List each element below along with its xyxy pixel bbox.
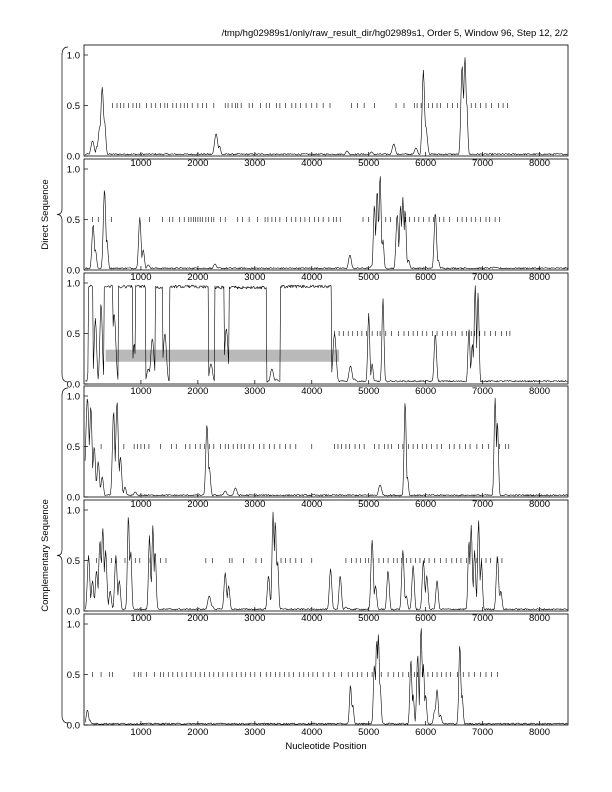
- panel-frame: [83, 385, 569, 498]
- y-tick-label: 0.5: [67, 442, 80, 453]
- x-tick-label: 2000: [187, 499, 208, 510]
- x-tick-label: 1000: [130, 158, 151, 169]
- x-tick-label: 6000: [415, 499, 436, 510]
- x-tick-label: 5000: [358, 727, 379, 738]
- x-tick-label: 1000: [130, 613, 151, 624]
- x-tick-label: 2000: [187, 727, 208, 738]
- coding-trace-1: [84, 628, 568, 725]
- coding-trace-1: [85, 284, 568, 383]
- x-tick-label: 2000: [187, 158, 208, 169]
- x-tick-label: 8000: [529, 499, 550, 510]
- y-tick-label: 0.0: [67, 152, 80, 163]
- x-tick-label: 7000: [472, 727, 493, 738]
- panel-4: 0.0 0.5 1.0 1000 2000 3000 4000 5000 6000 7000 800…: [67, 385, 569, 510]
- coding-trace-1: [84, 176, 568, 270]
- x-tick-label: 6000: [415, 272, 436, 283]
- x-tick-label: 6000: [415, 727, 436, 738]
- figure-title: /tmp/hg02989s1/only/raw_result_dir/hg029…: [222, 28, 568, 39]
- y-tick-label: 0.5: [67, 215, 80, 226]
- panel-frame: [83, 613, 569, 726]
- y-tick-label: 1.0: [67, 506, 80, 517]
- y-tick-label: 1.0: [67, 392, 80, 403]
- x-tick-label: 3000: [244, 386, 265, 397]
- x-tick-label: 6000: [415, 386, 436, 397]
- highlighted-region: [105, 349, 340, 362]
- x-tick-label: 8000: [529, 272, 550, 283]
- x-tick-label: 1000: [130, 499, 151, 510]
- group-label: Complementary Sequence: [40, 499, 51, 611]
- x-tick-label: 5000: [358, 499, 379, 510]
- x-tick-label: 1000: [130, 727, 151, 738]
- coding-trace-1: [84, 511, 568, 611]
- panel-6: 0.0 0.5 1.0 1000 2000 3000 4000 5000 6000 7000 800…: [67, 613, 569, 738]
- panel-frame: [83, 44, 569, 157]
- x-tick-label: 5000: [358, 158, 379, 169]
- x-tick-label: 2000: [187, 613, 208, 624]
- x-tick-label: 2000: [187, 386, 208, 397]
- x-tick-label: 3000: [244, 613, 265, 624]
- sequence-group-labels: Direct Sequence Complementary Sequence: [40, 46, 69, 724]
- panel-2: 0.0 0.5 1.0 1000 2000 3000 4000 5000 6000 7000 800…: [67, 158, 569, 283]
- y-tick-label: 0.5: [67, 670, 80, 681]
- y-tick-label: 0.0: [67, 493, 80, 504]
- x-tick-label: 7000: [472, 386, 493, 397]
- panel-5: 0.0 0.5 1.0 1000 2000 3000 4000 5000 6000 7000 800…: [67, 499, 569, 624]
- x-tick-label: 8000: [529, 158, 550, 169]
- group-brace: [56, 46, 69, 383]
- y-tick-label: 0.0: [67, 380, 80, 391]
- panel-frame: [83, 158, 569, 271]
- x-tick-label: 6000: [415, 158, 436, 169]
- y-tick-label: 0.5: [67, 329, 80, 340]
- y-tick-label: 1.0: [67, 51, 80, 62]
- panel-1: 0.0 0.5 1.0 1000 2000 3000 4000 5000 6000 7000 800…: [67, 44, 569, 169]
- x-tick-label: 3000: [244, 727, 265, 738]
- x-tick-label: 3000: [244, 272, 265, 283]
- x-tick-label: 4000: [301, 613, 322, 624]
- plot-panels: 0.0 0.5 1.0 1000 2000 3000 4000 5000 6000 7000 800…: [67, 44, 569, 738]
- x-tick-label: 4000: [301, 499, 322, 510]
- y-tick-label: 1.0: [67, 165, 80, 176]
- x-tick-label: 3000: [244, 158, 265, 169]
- panel-frame: [83, 499, 569, 612]
- coding-trace-1: [84, 397, 568, 497]
- x-tick-label: 4000: [301, 158, 322, 169]
- y-tick-label: 0.5: [67, 101, 80, 112]
- x-tick-label: 7000: [472, 272, 493, 283]
- x-tick-label: 2000: [187, 272, 208, 283]
- y-tick-label: 0.0: [67, 721, 80, 732]
- x-tick-label: 4000: [301, 386, 322, 397]
- y-tick-label: 0.0: [67, 607, 80, 618]
- x-tick-label: 7000: [472, 158, 493, 169]
- x-tick-label: 1000: [130, 386, 151, 397]
- panel-frame: [83, 272, 569, 385]
- x-tick-label: 8000: [529, 613, 550, 624]
- x-tick-label: 4000: [301, 272, 322, 283]
- y-tick-label: 0.0: [67, 266, 80, 277]
- x-tick-label: 5000: [358, 272, 379, 283]
- x-tick-label: 1000: [130, 272, 151, 283]
- x-tick-label: 7000: [472, 613, 493, 624]
- x-tick-label: 8000: [529, 386, 550, 397]
- x-tick-label: 7000: [472, 499, 493, 510]
- coding-trace-1: [84, 57, 568, 156]
- group-label: Direct Sequence: [40, 179, 51, 249]
- group-brace: [56, 387, 69, 724]
- panel-3: 0.0 0.5 1.0 1000 2000 3000 4000 5000 6000 7000 800…: [67, 272, 569, 397]
- x-tick-label: 6000: [415, 613, 436, 624]
- x-axis-title: Nucleotide Position: [285, 741, 366, 752]
- x-tick-label: 5000: [358, 613, 379, 624]
- y-tick-label: 0.5: [67, 556, 80, 567]
- x-tick-label: 8000: [529, 727, 550, 738]
- y-tick-label: 1.0: [67, 279, 80, 290]
- y-tick-label: 1.0: [67, 620, 80, 631]
- x-tick-label: 5000: [358, 386, 379, 397]
- x-tick-label: 4000: [301, 727, 322, 738]
- x-tick-label: 3000: [244, 499, 265, 510]
